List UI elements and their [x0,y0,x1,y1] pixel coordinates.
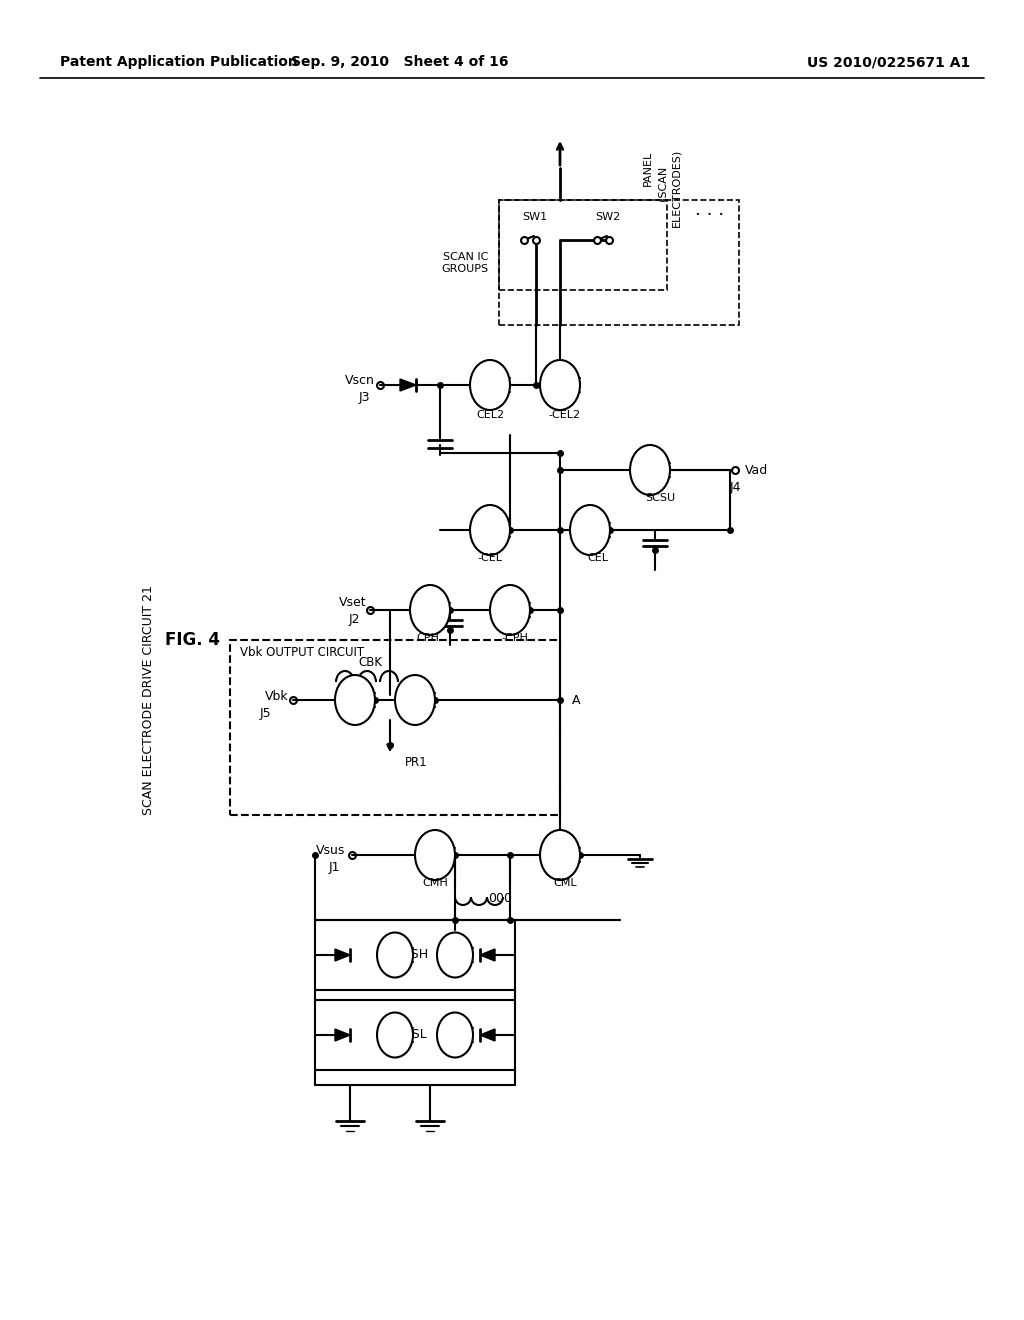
Polygon shape [480,1030,495,1041]
Text: Vbk: Vbk [265,690,289,704]
Bar [315,920,515,990]
Text: CSL: CSL [403,1028,427,1041]
Text: Vscn: Vscn [345,374,375,387]
Text: PR1: PR1 [406,755,428,768]
Text: J5: J5 [260,706,271,719]
Text: Vad: Vad [745,463,768,477]
Text: US 2010/0225671 A1: US 2010/0225671 A1 [807,55,970,69]
Ellipse shape [410,585,450,635]
Text: (SCAN: (SCAN [657,165,667,201]
Ellipse shape [395,675,435,725]
Ellipse shape [470,506,510,554]
Text: ELECTRODES): ELECTRODES) [671,149,681,227]
Text: SW2: SW2 [595,213,621,222]
Text: Vsus: Vsus [315,843,345,857]
Text: Vset: Vset [339,595,367,609]
Polygon shape [335,949,350,961]
Text: A: A [572,693,581,706]
Text: CMH: CMH [422,878,447,888]
Text: CSH: CSH [402,949,428,961]
Ellipse shape [540,830,580,880]
Bar [230,640,560,814]
Polygon shape [400,379,416,391]
Text: CPH: CPH [417,634,439,643]
Text: -CEL2: -CEL2 [549,411,581,420]
Ellipse shape [415,830,455,880]
Ellipse shape [570,506,610,554]
Bar [499,201,739,325]
Text: -CEL: -CEL [477,553,503,564]
Text: Sep. 9, 2010   Sheet 4 of 16: Sep. 9, 2010 Sheet 4 of 16 [291,55,509,69]
Polygon shape [335,1030,350,1041]
Text: Patent Application Publication: Patent Application Publication [60,55,298,69]
Text: SCSU: SCSU [645,492,675,503]
Ellipse shape [470,360,510,411]
Text: PANEL: PANEL [643,150,653,186]
Ellipse shape [437,1012,473,1057]
Text: SCAN IC
GROUPS: SCAN IC GROUPS [441,252,488,273]
Text: CBK: CBK [358,656,382,668]
Bar [499,201,667,290]
Text: CEL: CEL [588,553,608,564]
Text: Vbk OUTPUT CIRCUIT: Vbk OUTPUT CIRCUIT [240,645,365,659]
Ellipse shape [437,932,473,978]
Text: J4: J4 [730,482,741,495]
Text: J2: J2 [348,614,360,627]
Text: J1: J1 [329,862,340,874]
Ellipse shape [335,675,375,725]
Ellipse shape [377,932,413,978]
Ellipse shape [630,445,670,495]
Polygon shape [480,949,495,961]
Ellipse shape [540,360,580,411]
Text: SW1: SW1 [522,213,548,222]
Text: FIG. 4: FIG. 4 [165,631,220,649]
Text: . . .: . . . [695,201,725,219]
Text: CML: CML [553,878,577,888]
Text: SCAN ELECTRODE DRIVE CIRCUIT 21: SCAN ELECTRODE DRIVE CIRCUIT 21 [141,585,155,814]
Text: CEL2: CEL2 [476,411,504,420]
Bar [315,1001,515,1071]
Text: J3: J3 [358,391,370,404]
Text: -CPH: -CPH [502,634,528,643]
Text: 000: 000 [488,892,512,906]
Ellipse shape [377,1012,413,1057]
Ellipse shape [490,585,530,635]
